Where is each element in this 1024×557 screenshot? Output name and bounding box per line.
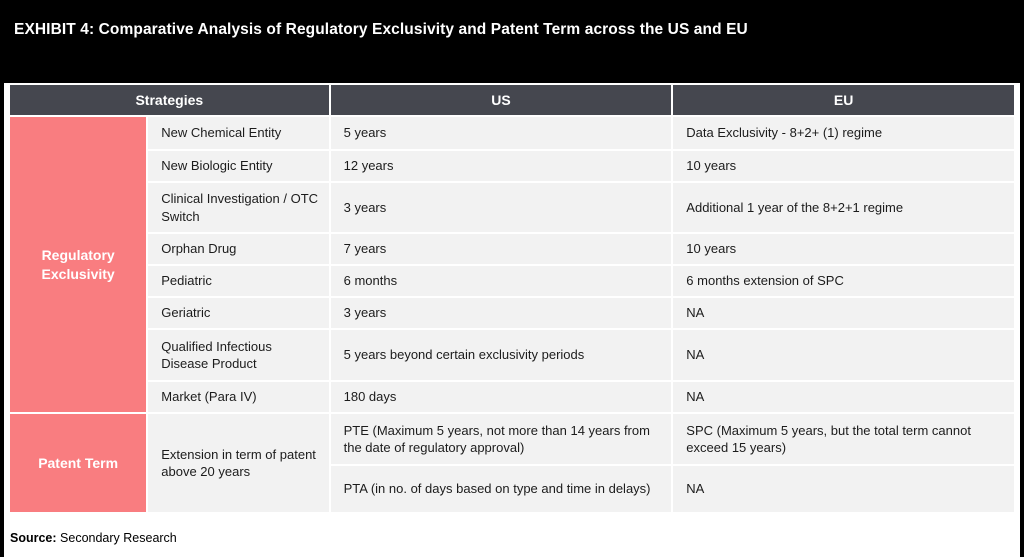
table-header-row: Strategies US EU (10, 85, 1014, 115)
eu-value-cell: NA (673, 298, 1014, 328)
eu-value-cell: NA (673, 466, 1014, 512)
exhibit-title: EXHIBIT 4: Comparative Analysis of Regul… (14, 21, 748, 38)
us-value-cell: PTE (Maximum 5 years, not more than 14 y… (330, 414, 672, 464)
strategy-cell: Qualified Infectious Disease Product (148, 330, 329, 380)
strategy-cell: Extension in term of patent above 20 yea… (148, 414, 329, 512)
strategy-cell: Geriatric (148, 298, 329, 328)
eu-value-cell: 6 months extension of SPC (673, 266, 1014, 296)
table-row: PTA (in no. of days based on type and ti… (10, 466, 1014, 512)
column-header-eu: EU (673, 85, 1014, 115)
us-value-cell: 180 days (330, 382, 672, 412)
us-value-cell: 3 years (330, 183, 672, 232)
us-value-cell: 3 years (330, 298, 672, 328)
eu-value-cell: Additional 1 year of the 8+2+1 regime (673, 183, 1014, 232)
comparison-table: Strategies US EU Regulatory Exclusivity … (8, 83, 1016, 514)
eu-value-cell: SPC (Maximum 5 years, but the total term… (673, 414, 1014, 464)
table-row: Orphan Drug 7 years 10 years (10, 234, 1014, 264)
eu-value-cell: 10 years (673, 151, 1014, 181)
strategy-cell: Orphan Drug (148, 234, 329, 264)
exhibit-banner: EXHIBIT 4: Comparative Analysis of Regul… (0, 0, 1024, 60)
table-row: Regulatory Exclusivity New Chemical Enti… (10, 117, 1014, 412)
us-value-cell: 6 months (330, 266, 672, 296)
table-row: New Biologic Entity 12 years 10 years (10, 151, 1014, 181)
eu-value-cell: Data Exclusivity - 8+2+ (1) regime (673, 117, 1014, 149)
strategy-cell: Pediatric (148, 266, 329, 296)
source-label: Source: (10, 531, 57, 545)
us-value-cell: 5 years beyond certain exclusivity perio… (330, 330, 672, 380)
table-row: Pediatric 6 months 6 months extension of… (10, 266, 1014, 296)
source-value: Secondary Research (60, 531, 177, 545)
strategy-cell: New Chemical Entity (148, 117, 329, 149)
strategy-cell: Clinical Investigation / OTC Switch (148, 183, 329, 232)
us-value-cell: 7 years (330, 234, 672, 264)
eu-value-cell: 10 years (673, 234, 1014, 264)
section-label-patent-term: Patent Term (10, 414, 147, 512)
table-row: Geriatric 3 years NA (10, 298, 1014, 328)
source-note: Source: Secondary Research (10, 531, 1020, 545)
us-value-cell: 12 years (330, 151, 672, 181)
eu-value-cell: NA (673, 382, 1014, 412)
table-row: Patent Term Extension in term of patent … (10, 414, 1014, 512)
column-header-strategies: Strategies (10, 85, 329, 115)
table-row: Qualified Infectious Disease Product 5 y… (10, 330, 1014, 380)
eu-value-cell: NA (673, 330, 1014, 380)
us-value-cell: 5 years (330, 117, 672, 149)
section-label-regulatory-exclusivity: Regulatory Exclusivity (10, 117, 147, 412)
column-header-us: US (330, 85, 672, 115)
strategy-cell: Market (Para IV) (148, 382, 329, 412)
us-value-cell: PTA (in no. of days based on type and ti… (330, 466, 672, 512)
table-row: Market (Para IV) 180 days NA (10, 382, 1014, 412)
table-row: Clinical Investigation / OTC Switch 3 ye… (10, 183, 1014, 232)
strategy-cell: New Biologic Entity (148, 151, 329, 181)
exhibit-content-panel: Strategies US EU Regulatory Exclusivity … (4, 83, 1020, 557)
